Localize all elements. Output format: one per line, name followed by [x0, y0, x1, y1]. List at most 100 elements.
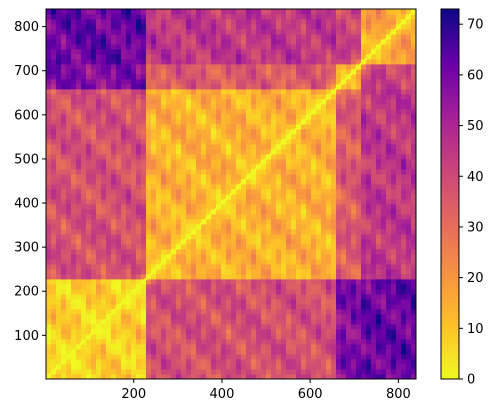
heatmap-cell [151, 129, 157, 135]
heatmap-cell [296, 154, 302, 160]
heatmap-cell [366, 244, 372, 250]
heatmap-cell [301, 99, 307, 105]
heatmap-cell [241, 204, 247, 210]
heatmap-cell [206, 24, 212, 30]
heatmap-cell [166, 269, 172, 275]
heatmap-cell [221, 319, 227, 325]
heatmap-cell [146, 329, 152, 335]
heatmap-cell [246, 189, 252, 195]
heatmap-cell [341, 139, 347, 145]
heatmap-cell [111, 294, 117, 300]
heatmap-cell [111, 229, 117, 235]
heatmap-cell [301, 334, 307, 340]
heatmap-cell [121, 234, 127, 240]
heatmap-cell [221, 14, 227, 20]
heatmap-cell [116, 129, 122, 135]
heatmap-cell [351, 174, 357, 180]
heatmap-cell [101, 274, 107, 280]
heatmap-cell [246, 114, 252, 120]
heatmap-cell [166, 59, 172, 65]
heatmap-cell [96, 179, 102, 185]
heatmap-cell [51, 334, 57, 340]
heatmap-cell [211, 359, 217, 365]
heatmap-cell [166, 224, 172, 230]
heatmap-cell [136, 209, 142, 215]
heatmap-cell [56, 44, 62, 50]
heatmap-cell [131, 319, 137, 325]
heatmap-cell [321, 94, 327, 100]
heatmap-cell [71, 184, 77, 190]
heatmap-cell [306, 49, 312, 55]
heatmap-cell [301, 29, 307, 35]
heatmap-cell [296, 259, 302, 265]
heatmap-cell [286, 224, 292, 230]
heatmap-cell [366, 334, 372, 340]
heatmap-cell [51, 94, 57, 100]
heatmap-cell [116, 339, 122, 345]
heatmap-cell [186, 139, 192, 145]
heatmap-cell [256, 74, 262, 80]
heatmap-cell [101, 24, 107, 30]
heatmap-cell [276, 339, 282, 345]
heatmap-cell [226, 324, 232, 330]
heatmap-cell [291, 134, 297, 140]
heatmap-cell [261, 309, 267, 315]
heatmap-cell [86, 69, 92, 75]
heatmap-cell [56, 269, 62, 275]
heatmap-cell [366, 229, 372, 235]
heatmap-cell [316, 264, 322, 270]
heatmap-cell [116, 354, 122, 360]
heatmap-cell [196, 164, 202, 170]
heatmap-cell [306, 274, 312, 280]
heatmap-cell [321, 344, 327, 350]
heatmap-cell [136, 234, 142, 240]
heatmap-cell [56, 259, 62, 265]
heatmap-cell [181, 99, 187, 105]
heatmap-cell [216, 304, 222, 310]
heatmap-cell [331, 104, 337, 110]
heatmap-cell [171, 14, 177, 20]
heatmap-cell [266, 94, 272, 100]
heatmap-cell [211, 149, 217, 155]
heatmap-cell [356, 314, 362, 320]
heatmap-cell [141, 179, 147, 185]
heatmap-cell [71, 144, 77, 150]
heatmap-cell [356, 59, 362, 65]
heatmap-cell [96, 104, 102, 110]
heatmap-cell [186, 329, 192, 335]
heatmap-cell [121, 359, 127, 365]
heatmap-cell [336, 19, 342, 25]
heatmap-cell [76, 29, 82, 35]
heatmap-cell [286, 204, 292, 210]
heatmap-cell [201, 19, 207, 25]
heatmap-cell [311, 364, 317, 370]
heatmap-cell [66, 279, 72, 285]
heatmap-cell [181, 219, 187, 225]
heatmap-cell [256, 159, 262, 165]
heatmap-cell [76, 244, 82, 250]
heatmap-cell [211, 204, 217, 210]
heatmap-cell [316, 354, 322, 360]
heatmap-cell [326, 64, 332, 70]
heatmap-cell [311, 164, 317, 170]
heatmap-cell [281, 199, 287, 205]
heatmap-cell [171, 364, 177, 370]
heatmap-cell [311, 9, 317, 15]
heatmap-cell [166, 234, 172, 240]
heatmap-cell [291, 149, 297, 155]
heatmap-cell [346, 234, 352, 240]
heatmap-cell [286, 359, 292, 365]
heatmap-cell [131, 49, 137, 55]
heatmap-cell [86, 64, 92, 70]
heatmap-cell [221, 349, 227, 355]
heatmap-cell [156, 69, 162, 75]
heatmap-cell [46, 349, 52, 355]
heatmap-cell [226, 199, 232, 205]
heatmap-cell [356, 354, 362, 360]
heatmap-cell [116, 59, 122, 65]
heatmap-cell [141, 229, 147, 235]
heatmap-cell [126, 114, 132, 120]
heatmap-cell [106, 214, 112, 220]
heatmap-cell [321, 179, 327, 185]
heatmap-cell [221, 44, 227, 50]
